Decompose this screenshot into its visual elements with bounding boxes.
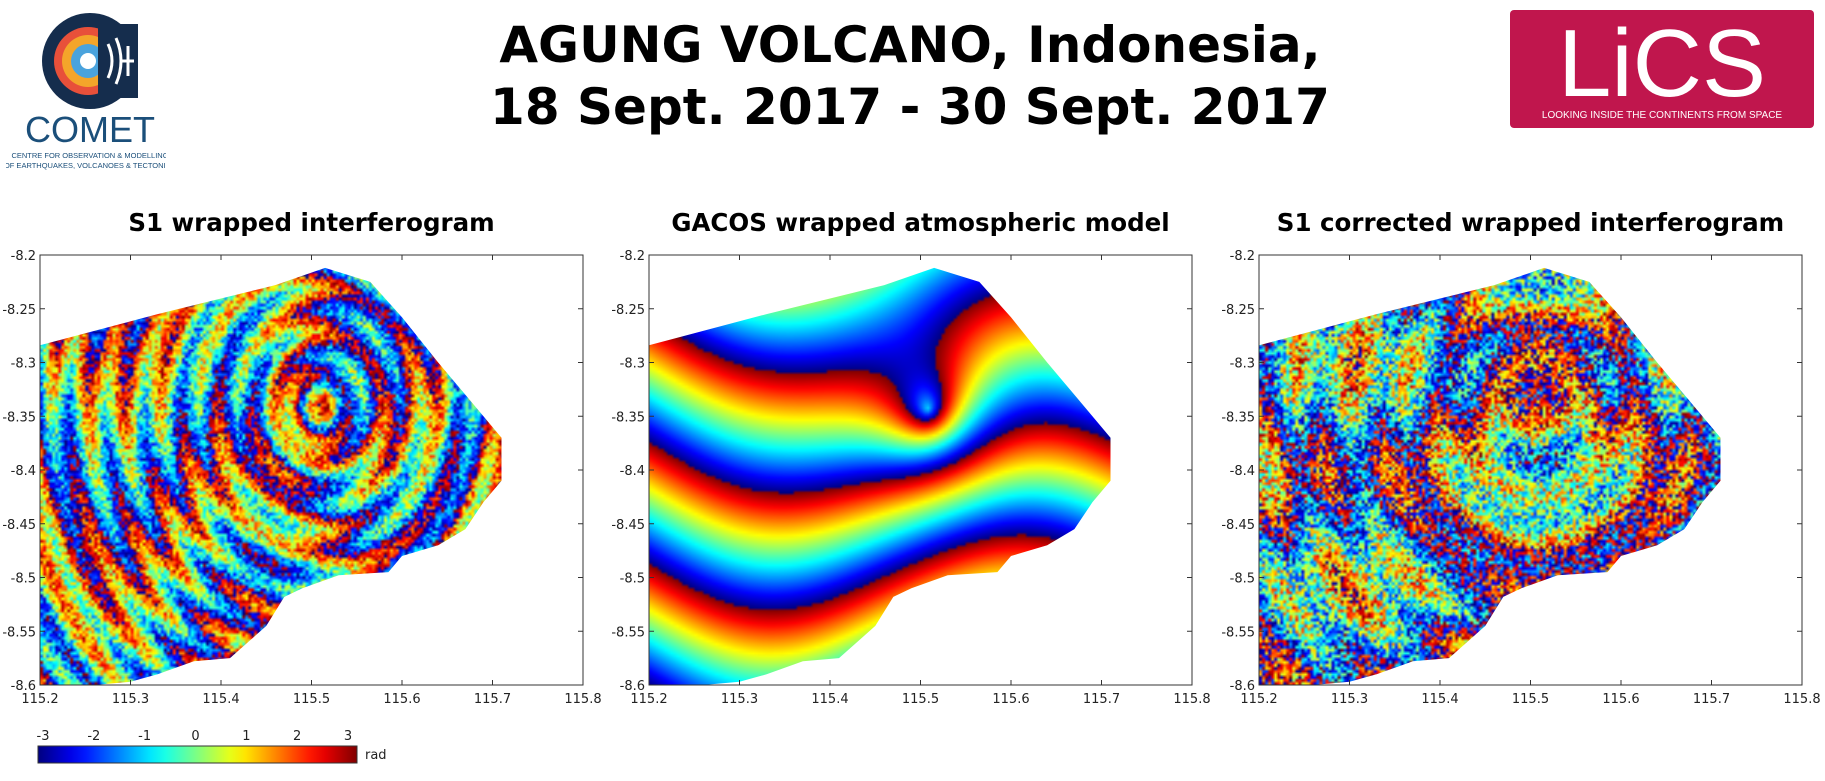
comet-tagline-1: CENTRE FOR OBSERVATION & MODELLING bbox=[11, 151, 166, 160]
y-tick-label: -8.35 bbox=[1221, 410, 1255, 425]
lics-tagline: LOOKING INSIDE THE CONTINENTS FROM SPACE bbox=[1542, 110, 1783, 121]
y-tick-label: -8.25 bbox=[2, 303, 36, 318]
x-tick-label: 115.7 bbox=[474, 692, 511, 707]
x-tick-label: 115.4 bbox=[811, 692, 848, 707]
x-tick-label: 115.4 bbox=[202, 692, 239, 707]
x-tick-label: 115.5 bbox=[1512, 692, 1549, 707]
colorbar-tick-label: 2 bbox=[293, 729, 301, 744]
colorbar-tick-label: -1 bbox=[138, 729, 151, 744]
y-tick-label: -8.55 bbox=[2, 625, 36, 640]
colorbar-gradient bbox=[37, 745, 358, 764]
colorbar-tick-label: -2 bbox=[87, 729, 100, 744]
y-tick-label: -8.25 bbox=[1221, 303, 1255, 318]
colorbar-tick-label: 0 bbox=[191, 729, 199, 744]
y-tick-label: -8.3 bbox=[620, 357, 645, 372]
x-tick-label: 115.5 bbox=[902, 692, 939, 707]
lics-wordmark: LiCS bbox=[1558, 10, 1766, 117]
y-tick-label: -8.45 bbox=[611, 518, 645, 533]
y-tick-label: -8.45 bbox=[2, 518, 36, 533]
x-tick-label: 115.8 bbox=[1173, 692, 1210, 707]
comet-tagline-2: OF EARTHQUAKES, VOLCANOES & TECTONICS bbox=[6, 161, 166, 170]
colorbar-tick-label: -3 bbox=[37, 729, 50, 744]
y-tick-label: -8.2 bbox=[1230, 249, 1255, 264]
panel-title: S1 corrected wrapped interferogram bbox=[1277, 208, 1784, 237]
y-tick-label: -8.5 bbox=[620, 572, 645, 587]
colorbar-unit: rad bbox=[365, 748, 387, 763]
comet-logo: COMET CENTRE FOR OBSERVATION & MODELLING… bbox=[6, 13, 166, 170]
x-tick-label: 115.2 bbox=[630, 692, 667, 707]
x-tick-label: 115.6 bbox=[1602, 692, 1639, 707]
y-tick-label: -8.2 bbox=[620, 249, 645, 264]
page-title: AGUNG VOLCANO, Indonesia, 18 Sept. 2017 … bbox=[430, 14, 1390, 138]
y-tick-label: -8.6 bbox=[620, 679, 645, 694]
x-tick-label: 115.3 bbox=[112, 692, 149, 707]
lics-background bbox=[1510, 10, 1814, 128]
y-tick-label: -8.55 bbox=[611, 625, 645, 640]
y-tick-label: -8.6 bbox=[1230, 679, 1255, 694]
x-tick-label: 115.3 bbox=[721, 692, 758, 707]
y-tick-label: -8.2 bbox=[11, 249, 36, 264]
x-tick-label: 115.7 bbox=[1083, 692, 1120, 707]
y-tick-label: -8.55 bbox=[1221, 625, 1255, 640]
comet-wordmark: COMET bbox=[25, 109, 155, 150]
x-tick-label: 115.5 bbox=[293, 692, 330, 707]
x-tick-label: 115.2 bbox=[21, 692, 58, 707]
y-tick-label: -8.45 bbox=[1221, 518, 1255, 533]
colorbar-tick-label: 3 bbox=[344, 729, 352, 744]
y-tick-label: -8.4 bbox=[11, 464, 36, 479]
y-tick-label: -8.4 bbox=[620, 464, 645, 479]
y-tick-label: -8.3 bbox=[1230, 357, 1255, 372]
x-tick-label: 115.8 bbox=[1783, 692, 1820, 707]
y-tick-label: -8.6 bbox=[11, 679, 36, 694]
y-tick-label: -8.35 bbox=[611, 410, 645, 425]
panel-title: GACOS wrapped atmospheric model bbox=[671, 208, 1169, 237]
interferogram-panel-2: GACOS wrapped atmospheric model 115.2 115.… bbox=[611, 208, 1210, 707]
y-tick-label: -8.25 bbox=[611, 303, 645, 318]
x-tick-label: 115.8 bbox=[564, 692, 601, 707]
colorbar: -3 -2 -1 0 1 2 3 rad bbox=[37, 729, 387, 764]
x-tick-label: 115.6 bbox=[992, 692, 1029, 707]
x-tick-label: 115.2 bbox=[1240, 692, 1277, 707]
x-tick-label: 115.6 bbox=[383, 692, 420, 707]
interferogram-panel-1: S1 wrapped interferogram 115.2 115.3 115.4 1… bbox=[2, 208, 601, 707]
panels: S1 wrapped interferogram 115.2 115.3 115.4 1… bbox=[2, 208, 1820, 707]
x-tick-label: 115.4 bbox=[1421, 692, 1458, 707]
y-tick-label: -8.4 bbox=[1230, 464, 1255, 479]
colorbar-tick-label: 1 bbox=[242, 729, 250, 744]
x-tick-label: 115.3 bbox=[1331, 692, 1368, 707]
title-line-2: 18 Sept. 2017 - 30 Sept. 2017 bbox=[490, 78, 1330, 136]
lics-logo: LiCS LOOKING INSIDE THE CONTINENTS FROM … bbox=[1510, 10, 1814, 128]
interferogram-panel-3: S1 corrected wrapped interferogram 115.2 1… bbox=[1221, 208, 1820, 707]
panel-title: S1 wrapped interferogram bbox=[128, 208, 494, 237]
y-tick-label: -8.5 bbox=[11, 572, 36, 587]
title-line-1: AGUNG VOLCANO, Indonesia, bbox=[499, 16, 1321, 74]
y-tick-label: -8.5 bbox=[1230, 572, 1255, 587]
x-tick-label: 115.7 bbox=[1693, 692, 1730, 707]
y-tick-label: -8.35 bbox=[2, 410, 36, 425]
y-tick-label: -8.3 bbox=[11, 357, 36, 372]
interferogram-figure: S1 wrapped interferogram 115.2 115.3 115.4 1… bbox=[2, 208, 1821, 764]
